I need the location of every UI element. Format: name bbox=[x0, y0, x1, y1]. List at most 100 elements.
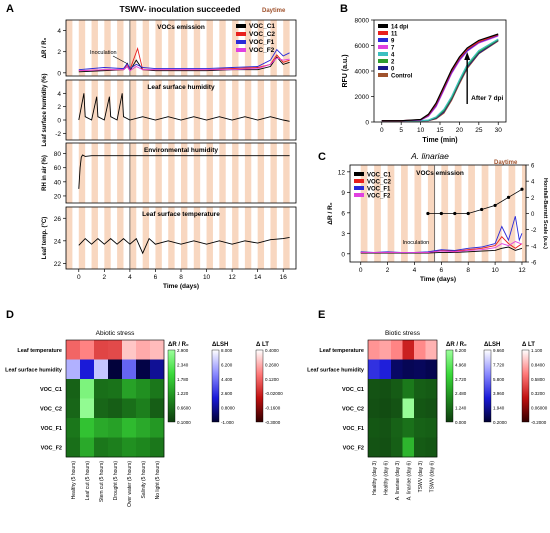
xtick-label: 14 bbox=[254, 274, 262, 281]
daytime-band bbox=[181, 143, 188, 203]
subplot-title: Environmental humidity bbox=[144, 147, 218, 154]
column-label: No light (5 hours) bbox=[155, 461, 161, 500]
heatmap-cell bbox=[414, 340, 426, 360]
y-axis-label: ΔR / R₀ bbox=[327, 202, 334, 224]
heatmap-cell bbox=[402, 359, 415, 380]
daytime-band bbox=[142, 20, 150, 76]
daytime-band bbox=[104, 20, 111, 76]
daytime-band bbox=[129, 20, 137, 76]
series-line-3 bbox=[360, 240, 523, 253]
xtick-label: 20 bbox=[456, 127, 464, 134]
heatmap-cell bbox=[414, 359, 426, 380]
colorbar-rect bbox=[255, 349, 264, 423]
series-line-0 bbox=[360, 246, 523, 254]
row-label: Leaf surface humidity bbox=[307, 367, 365, 373]
daytime-band bbox=[91, 20, 98, 76]
heatmap-cell bbox=[136, 418, 151, 438]
panel-a-chart: TSWV- inoculation succeeded Daytime VOCs e… bbox=[42, 4, 297, 290]
heatmap-cell bbox=[368, 379, 380, 399]
x-axis-label: Time (days) bbox=[163, 283, 199, 290]
colorbar-tick: 1.940 bbox=[493, 406, 505, 411]
colorbar-tick: -1.000 bbox=[221, 420, 234, 425]
hb-point bbox=[453, 211, 457, 216]
row-label: VOC_F1 bbox=[343, 426, 364, 432]
annotation-label: After 7 dpi bbox=[471, 95, 503, 102]
column-label: Healthy (day 3) bbox=[372, 461, 378, 495]
daytime-band bbox=[155, 207, 162, 269]
heatmap-cell bbox=[379, 379, 392, 399]
colorbar-tick: 9.660 bbox=[493, 348, 505, 353]
series-line-3-0 bbox=[78, 236, 290, 255]
hb-point bbox=[506, 195, 511, 199]
ytick-label: 4 bbox=[57, 28, 61, 35]
daytime-band bbox=[78, 143, 86, 203]
xtick-label: 8 bbox=[179, 274, 183, 281]
xtick-label: 12 bbox=[228, 274, 236, 281]
y2tick-label: -6 bbox=[531, 261, 537, 267]
ytick-label: 20 bbox=[54, 193, 62, 200]
legend-swatch bbox=[378, 38, 388, 42]
subplot-1: Leaf surface humidity -2 0 2 4 Leaf surface h… bbox=[42, 73, 297, 147]
legend-label: VOC_F2 bbox=[367, 194, 391, 200]
xtick-label: 10 bbox=[417, 127, 425, 134]
hb-point bbox=[439, 211, 443, 216]
daytime-band bbox=[232, 20, 239, 76]
heatmap-cell bbox=[425, 359, 438, 380]
heatmap-cell bbox=[368, 398, 380, 419]
daytime-band bbox=[117, 143, 124, 203]
daytime-band bbox=[168, 143, 175, 203]
heatmap-cell bbox=[402, 340, 415, 360]
xtick-label: 2 bbox=[386, 267, 390, 274]
daytime-band bbox=[270, 20, 277, 76]
legend-label: 14 dpi bbox=[391, 25, 409, 31]
daytime-band bbox=[193, 143, 201, 203]
heatmap-cell bbox=[94, 418, 109, 438]
daytime-band bbox=[508, 165, 516, 262]
daytime-band bbox=[283, 143, 290, 203]
row-label: VOC_F2 bbox=[343, 445, 364, 451]
daytime-band bbox=[219, 143, 226, 203]
subplot-title: Leaf surface temperature bbox=[142, 211, 220, 218]
xtick-label: 0 bbox=[380, 127, 384, 134]
panel-letter-e: E bbox=[318, 309, 325, 321]
heatmap-cell bbox=[391, 398, 403, 419]
heatmap-cell bbox=[150, 340, 165, 360]
colorbar-title: ΔLSH bbox=[212, 342, 228, 348]
colorbar-tick: 0.1000 bbox=[177, 420, 191, 425]
xtick-label: 25 bbox=[475, 127, 483, 134]
panel-letter-b: B bbox=[340, 3, 348, 15]
column-label: Salinity (5 hours) bbox=[141, 461, 147, 499]
ytick-label: 4 bbox=[57, 91, 61, 98]
xtick-label: 4 bbox=[128, 274, 132, 281]
heatmap-cell bbox=[402, 379, 415, 399]
column-label: Leaf cut (5 hours) bbox=[85, 461, 91, 501]
daytime-band bbox=[219, 20, 226, 76]
heatmap-cell bbox=[414, 437, 426, 458]
heatmap-cell bbox=[402, 398, 415, 419]
legend-swatch bbox=[378, 45, 388, 49]
ytick-label: 24 bbox=[54, 238, 62, 245]
xtick-label: 0 bbox=[359, 267, 363, 274]
daytime-band bbox=[206, 143, 213, 203]
series-line-7 bbox=[381, 33, 499, 122]
row-label: VOC_C1 bbox=[40, 387, 62, 393]
colorbar-tick: 2.600 bbox=[221, 391, 233, 396]
heatmap-cell bbox=[66, 340, 81, 360]
ytick-label: 0 bbox=[57, 118, 61, 125]
series-line-1-0 bbox=[78, 93, 290, 122]
heatmap-cell bbox=[150, 379, 165, 399]
y2-axis-label: Horsfall-Barratt Scale (a.u.) bbox=[542, 178, 548, 249]
ytick-label: 8000 bbox=[355, 18, 370, 25]
daytime-band bbox=[78, 80, 86, 140]
heatmap-cell bbox=[150, 418, 165, 438]
xtick-label: 5 bbox=[399, 127, 403, 134]
subplot-title: Leaf surface humidity bbox=[147, 84, 215, 91]
legend-swatch bbox=[236, 40, 246, 44]
legend-label: VOC_C2 bbox=[367, 180, 392, 186]
column-label: A. linariae (day 6) bbox=[406, 461, 412, 501]
colorbar-tick: 0.5800 bbox=[531, 377, 545, 382]
heatmap-cell bbox=[66, 379, 81, 399]
heatmap-cell bbox=[108, 379, 123, 399]
